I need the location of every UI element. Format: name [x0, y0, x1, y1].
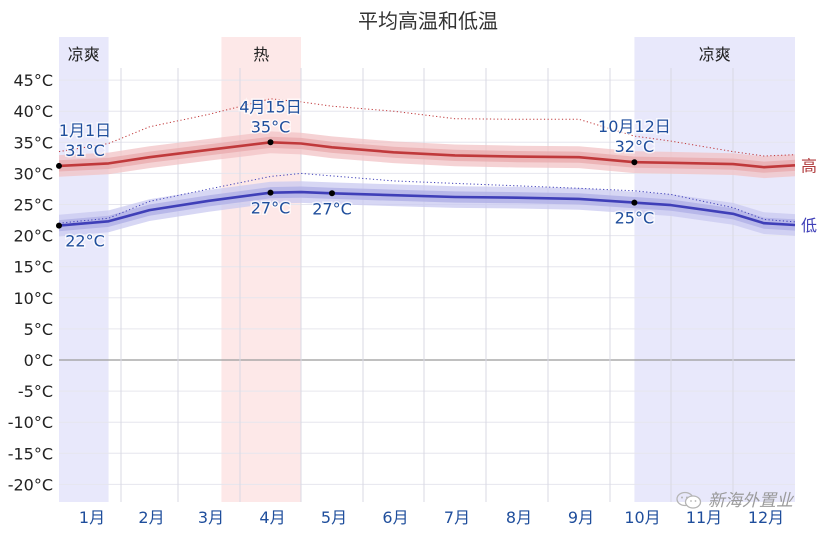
annotation-value: 27°C: [251, 199, 291, 218]
watermark-text: 新海外置业: [708, 491, 793, 511]
y-tick-label: -5°C: [18, 382, 53, 401]
y-tick-label: 35°C: [13, 133, 53, 152]
data-point: [631, 159, 638, 166]
data-point: [56, 222, 62, 229]
annotation-date: 4月15日: [239, 97, 302, 116]
x-tick-label: 5月: [321, 508, 347, 527]
y-tick-label: 20°C: [13, 227, 53, 246]
low-temp-line: [58, 190, 796, 227]
annotation-value: 35°C: [251, 117, 291, 136]
x-tick-label: 7月: [444, 508, 470, 527]
series-lines: [58, 98, 796, 227]
annotation-value: 32°C: [615, 137, 655, 156]
y-tick-label: 5°C: [24, 320, 53, 339]
wechat-icon: [676, 491, 702, 509]
y-tick-label: 30°C: [13, 164, 53, 183]
record-line: [58, 172, 796, 224]
data-point: [56, 162, 62, 169]
x-tick-label: 9月: [568, 508, 594, 527]
data-point: [631, 199, 638, 206]
annotation-value: 25°C: [615, 209, 655, 228]
x-tick-label: 1月: [79, 508, 105, 527]
series-label-high: 高: [801, 156, 817, 175]
season-labels: 凉爽 热 凉爽: [68, 45, 731, 64]
x-axis-labels: 1月 2月 3月 4月 5月 6月 7月 8月 9月 10月 11月 12月: [79, 508, 784, 527]
y-tick-label: 40°C: [13, 102, 53, 121]
season-band: [634, 37, 795, 502]
high-temp-line: [58, 141, 796, 169]
y-axis-labels: 45°C 40°C 35°C 30°C 25°C 20°C 15°C 10°C 5°C 0°C -5…: [8, 71, 53, 494]
series-label-low: 低: [801, 216, 817, 235]
season-label: 凉爽: [68, 45, 100, 64]
x-tick-label: 6月: [382, 508, 408, 527]
x-tick-label: 2月: [138, 508, 164, 527]
annotation-value: 22°C: [65, 232, 105, 251]
data-point: [267, 189, 274, 196]
x-tick-label: 11月: [686, 508, 722, 527]
annotation-value: 31°C: [65, 141, 105, 160]
data-point: [329, 190, 335, 197]
series-labels: 高低: [801, 156, 817, 235]
annotation-date: 1月1日: [59, 121, 111, 140]
x-tick-label: 4月: [259, 508, 285, 527]
annotation-points: [56, 139, 638, 229]
x-tick-label: 3月: [198, 508, 224, 527]
x-tick-label: 10月: [624, 508, 660, 527]
chart-title: 平均高温和低温: [358, 9, 498, 33]
season-label: 凉爽: [699, 45, 731, 64]
data-point: [267, 139, 274, 146]
season-bands: [59, 37, 795, 502]
y-tick-label: -10°C: [8, 413, 53, 432]
annotation-value: 27°C: [312, 199, 352, 218]
y-tick-label: 45°C: [13, 71, 53, 90]
season-band: [59, 37, 109, 502]
y-tick-label: 10°C: [13, 289, 53, 308]
y-tick-label: 15°C: [13, 258, 53, 277]
y-tick-label: -20°C: [8, 475, 53, 494]
y-tick-label: 0°C: [24, 351, 53, 370]
season-band: [221, 37, 301, 502]
x-tick-label: 12月: [748, 508, 784, 527]
annotation-date: 10月12日: [598, 117, 671, 136]
y-tick-label: 25°C: [13, 196, 53, 215]
x-tick-label: 8月: [506, 508, 532, 527]
y-tick-label: -15°C: [8, 444, 53, 463]
season-label: 热: [253, 45, 269, 64]
watermark: 新海外置业: [676, 486, 793, 511]
inner-band: [59, 186, 795, 232]
